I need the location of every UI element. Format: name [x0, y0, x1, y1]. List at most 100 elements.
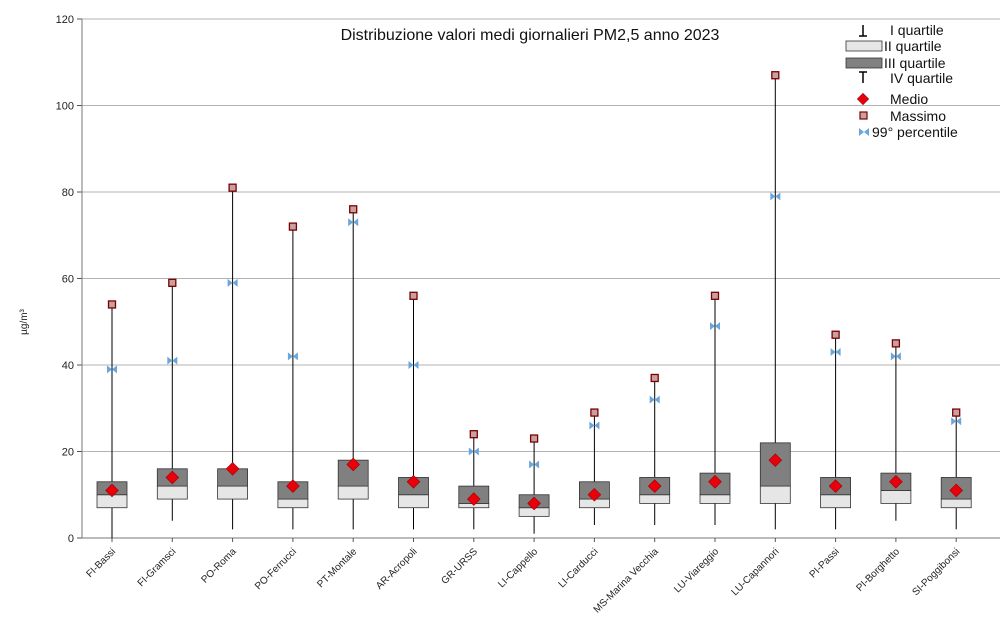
mean-marker	[105, 483, 119, 498]
box-lower-q2	[639, 494, 671, 504]
x-tick-label: PO-Roma	[200, 546, 240, 586]
p99-marker	[770, 192, 776, 201]
box-lower-q2	[820, 494, 851, 509]
legend-q3-marker	[845, 57, 883, 69]
mean-marker	[647, 479, 662, 493]
legend-p99-label: 99° percentile	[872, 124, 958, 140]
legend: I quartile II quartile III quartile IV q…	[845, 22, 958, 140]
max-marker	[952, 408, 961, 417]
p99-marker	[227, 278, 233, 287]
p99-marker	[710, 322, 715, 331]
p99-marker	[654, 395, 660, 404]
p99-marker	[232, 278, 238, 287]
box-lower-q2	[759, 485, 791, 504]
p99-marker	[830, 348, 836, 357]
box-lower-q2	[699, 494, 731, 504]
mean-marker	[949, 483, 963, 498]
y-tick-label: 40	[62, 360, 74, 372]
p99-marker	[107, 365, 112, 374]
box-lower-q2	[880, 490, 912, 504]
x-tick-label: MS-Marina Vecchia	[592, 546, 661, 615]
gridlines	[82, 18, 1000, 452]
chart-title: Distribuzione valori medi giornalieri PM…	[341, 27, 720, 44]
box-lower-q2	[940, 498, 972, 509]
box-lower-q2	[156, 485, 188, 500]
p99-marker	[956, 417, 962, 426]
p99-marker	[287, 352, 293, 361]
x-tick-label: GR-URSS	[440, 546, 481, 587]
p99-marker	[890, 352, 896, 361]
p99-marker	[529, 460, 535, 469]
p99-marker	[413, 361, 419, 369]
x-tick-label: FI-Bassi	[84, 546, 118, 580]
x-tick-label: LI-Cappello	[496, 546, 540, 590]
y-tick-label: 120	[56, 14, 74, 26]
p99-marker	[348, 218, 354, 227]
p99-marker	[112, 365, 117, 374]
max-marker	[168, 278, 177, 287]
y-tick-label: 100	[56, 101, 74, 113]
x-tick-label: PI-Borghetto	[855, 546, 903, 594]
y-tick-label: 20	[62, 447, 74, 459]
mean-marker	[768, 453, 783, 467]
x-tick-label: SI-Poggibonsi	[911, 546, 963, 598]
mean-marker	[286, 479, 300, 493]
max-marker	[710, 291, 720, 300]
p99-marker	[895, 352, 901, 361]
p99-marker	[589, 421, 595, 430]
mean-marker	[708, 474, 722, 489]
p99-marker	[408, 361, 414, 369]
y-axis-label: µg/m³	[19, 308, 30, 334]
p99-marker	[775, 192, 781, 201]
max-marker	[590, 408, 599, 417]
legend-max-marker	[859, 111, 868, 120]
legend-p99-marker	[859, 128, 869, 136]
box-lower-q2	[277, 498, 309, 509]
p99-marker	[468, 447, 474, 456]
max-marker	[349, 205, 358, 214]
p99-marker	[353, 218, 359, 227]
legend-q2-marker	[845, 40, 883, 52]
y-tick-label: 80	[62, 187, 74, 199]
p99-marker	[167, 356, 173, 365]
x-tick-label: PT-Montale	[315, 546, 359, 590]
x-tick-label: FI-Gramsci	[136, 546, 179, 589]
legend-mean-marker	[856, 92, 870, 106]
legend-q3-label: III quartile	[884, 55, 946, 71]
mean-marker	[406, 474, 421, 489]
x-tick-label: AR-Acropoli	[374, 546, 420, 592]
legend-max-label: Massimo	[890, 108, 946, 124]
p99-marker	[292, 352, 298, 361]
legend-q4-label: IV quartile	[890, 70, 953, 86]
max-marker	[650, 373, 659, 383]
axes: 0 20 40 60 80 100 120	[56, 14, 1000, 545]
p99-marker	[473, 447, 479, 456]
max-marker	[771, 71, 780, 80]
x-tick-label: PO-Ferrucci	[253, 546, 299, 592]
p99-marker	[594, 421, 600, 430]
box-lower-q2	[337, 485, 369, 500]
max-marker	[107, 300, 117, 309]
p99-marker	[835, 348, 841, 357]
mean-marker	[527, 496, 541, 511]
max-marker	[288, 222, 298, 231]
box-lower-q2	[217, 485, 249, 500]
legend-q1-label: I quartile	[890, 22, 944, 38]
box-lower-q2	[398, 494, 429, 509]
p99-marker	[534, 460, 540, 469]
max-marker	[469, 430, 478, 439]
x-tick-label: LU-Capannori	[730, 546, 782, 598]
legend-q2-label: II quartile	[884, 38, 942, 54]
y-tick-label: 0	[68, 533, 74, 545]
max-marker	[891, 339, 901, 348]
p99-marker	[715, 322, 720, 331]
x-tick-label: PI-Passi	[808, 546, 842, 580]
mean-marker	[225, 462, 240, 476]
max-marker	[228, 183, 237, 192]
p99-marker	[172, 356, 178, 365]
mean-marker	[346, 457, 360, 472]
max-marker	[409, 291, 418, 300]
mean-marker	[587, 487, 602, 502]
mean-marker	[889, 474, 903, 489]
